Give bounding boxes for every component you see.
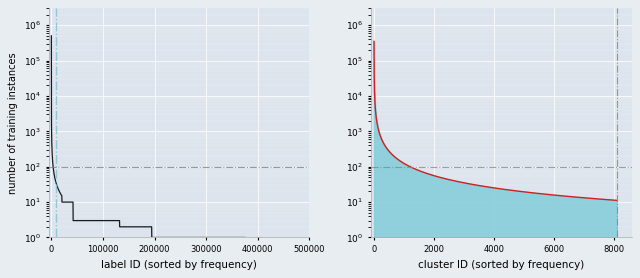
X-axis label: label ID (sorted by frequency): label ID (sorted by frequency) xyxy=(101,260,257,270)
X-axis label: cluster ID (sorted by frequency): cluster ID (sorted by frequency) xyxy=(418,260,584,270)
Y-axis label: number of training instances: number of training instances xyxy=(8,52,19,194)
